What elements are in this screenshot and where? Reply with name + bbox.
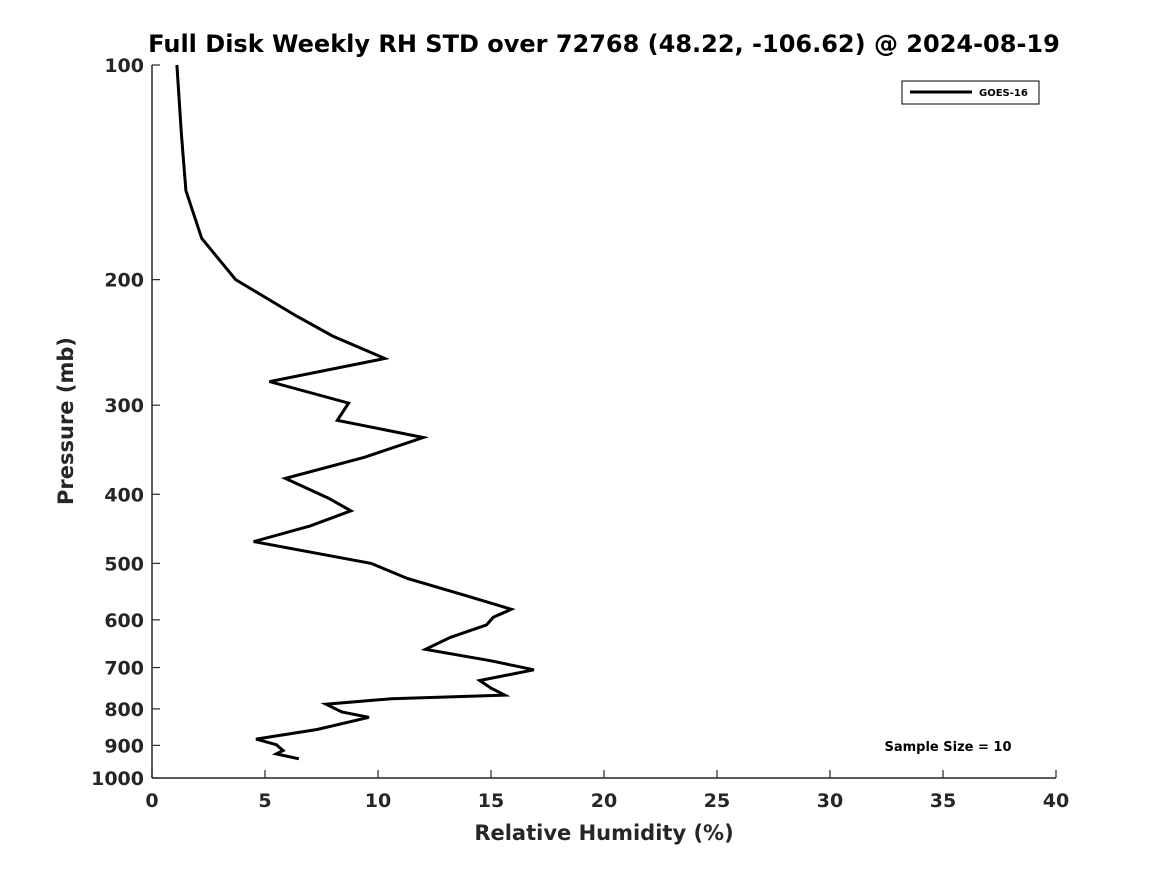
x-axis-ticks: 0 5 10 15 20 25 30 35 40 xyxy=(145,770,1069,812)
x-axis-label: Relative Humidity (%) xyxy=(474,821,733,845)
y-tick-label: 800 xyxy=(104,699,144,721)
y-tick-label: 100 xyxy=(104,55,144,77)
x-tick-label: 30 xyxy=(817,790,843,812)
x-tick-label: 40 xyxy=(1043,790,1069,812)
x-tick-label: 25 xyxy=(704,790,730,812)
y-tick-label: 300 xyxy=(104,395,144,417)
x-tick-label: 10 xyxy=(365,790,391,812)
y-tick-label: 400 xyxy=(104,484,144,506)
x-tick-label: 0 xyxy=(145,790,158,812)
plot-area xyxy=(152,65,1056,778)
y-tick-label: 600 xyxy=(104,610,144,632)
sample-size-annotation: Sample Size = 10 xyxy=(884,740,1011,755)
legend-label-goes-16: GOES-16 xyxy=(979,88,1028,99)
y-tick-label: 1000 xyxy=(91,768,144,790)
chart-title: Full Disk Weekly RH STD over 72768 (48.2… xyxy=(148,30,1060,58)
x-tick-label: 15 xyxy=(478,790,504,812)
series-layer xyxy=(175,64,535,761)
y-tick-label: 700 xyxy=(104,658,144,680)
y-axis-label: Pressure (mb) xyxy=(54,337,78,505)
legend: GOES-16 xyxy=(901,80,1040,105)
y-axis-ticks: 100 200 300 400 500 600 700 800 900 1000 xyxy=(91,55,160,790)
x-tick-label: 35 xyxy=(930,790,956,812)
y-tick-label: 200 xyxy=(104,270,144,292)
x-tick-label: 20 xyxy=(591,790,617,812)
y-tick-label: 500 xyxy=(104,553,144,575)
y-tick-label: 900 xyxy=(104,735,144,757)
series-line-goes-16 xyxy=(175,64,535,761)
x-tick-label: 5 xyxy=(258,790,271,812)
